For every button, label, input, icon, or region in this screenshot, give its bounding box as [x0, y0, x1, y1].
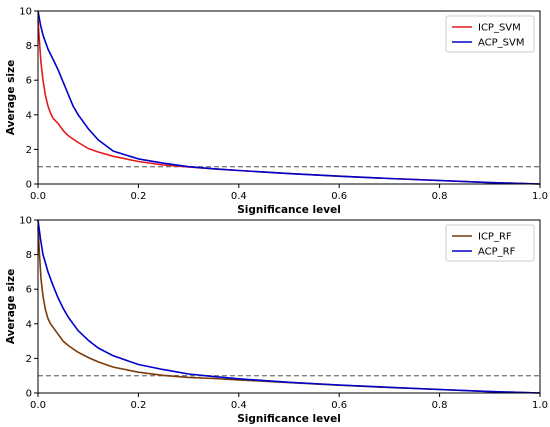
y-tick-label: 10 — [19, 216, 32, 227]
top-panel: 0.0 0.2 0.4 0.6 0.8 1.0 0 2 4 6 8 10 Significance le… — [5, 7, 548, 217]
x-tick-label: 1.0 — [532, 191, 548, 202]
x-tick-label: 0.4 — [231, 191, 247, 202]
y-axis-title: Average size — [5, 269, 17, 344]
bottom-panel: 0.0 0.2 0.4 0.6 0.8 1.0 0 2 4 6 8 10 Significance le… — [5, 216, 548, 426]
x-tick-label: 0.6 — [331, 400, 347, 411]
x-tick-label: 0.4 — [231, 400, 247, 411]
y-tick-label: 6 — [26, 285, 32, 296]
x-tick-label: 0.6 — [331, 191, 347, 202]
y-tick-label: 4 — [26, 110, 32, 121]
x-tick-label: 0.2 — [130, 191, 146, 202]
plot-frame — [37, 219, 541, 394]
y-tick-label: 2 — [26, 145, 32, 156]
legend-label: ACP_RF — [478, 247, 516, 258]
legend-label: ICP_RF — [478, 232, 512, 243]
legend-box — [445, 224, 535, 262]
plot-frame — [37, 10, 541, 185]
x-tick-label: 0.8 — [432, 191, 448, 202]
x-tick-label: 0.8 — [432, 400, 448, 411]
y-tick-label: 2 — [26, 354, 32, 365]
y-tick-label: 6 — [26, 76, 32, 87]
y-tick-label: 10 — [19, 7, 32, 18]
y-tick-label: 8 — [26, 250, 32, 261]
series-line-acp-rf — [37, 219, 541, 394]
y-tick-label: 0 — [26, 389, 32, 400]
y-tick-label: 8 — [26, 41, 32, 52]
y-axis-title: Average size — [5, 60, 17, 135]
series-line-acp-svm — [37, 10, 541, 185]
x-tick-label: 0.0 — [30, 400, 46, 411]
legend: ICP_RF ACP_RF — [445, 224, 535, 262]
y-tick-label: 0 — [26, 180, 32, 191]
legend-label: ICP_SVM — [478, 23, 521, 34]
legend: ICP_SVM ACP_SVM — [445, 15, 535, 53]
x-tick-label: 0.2 — [130, 400, 146, 411]
y-tick-label: 4 — [26, 319, 32, 330]
x-tick-label: 0.0 — [30, 191, 46, 202]
legend-box — [445, 15, 535, 53]
x-tick-label: 1.0 — [532, 400, 548, 411]
legend-label: ACP_SVM — [478, 38, 525, 49]
x-axis-title: Significance level — [237, 413, 341, 425]
x-axis-title: Significance level — [237, 204, 341, 216]
